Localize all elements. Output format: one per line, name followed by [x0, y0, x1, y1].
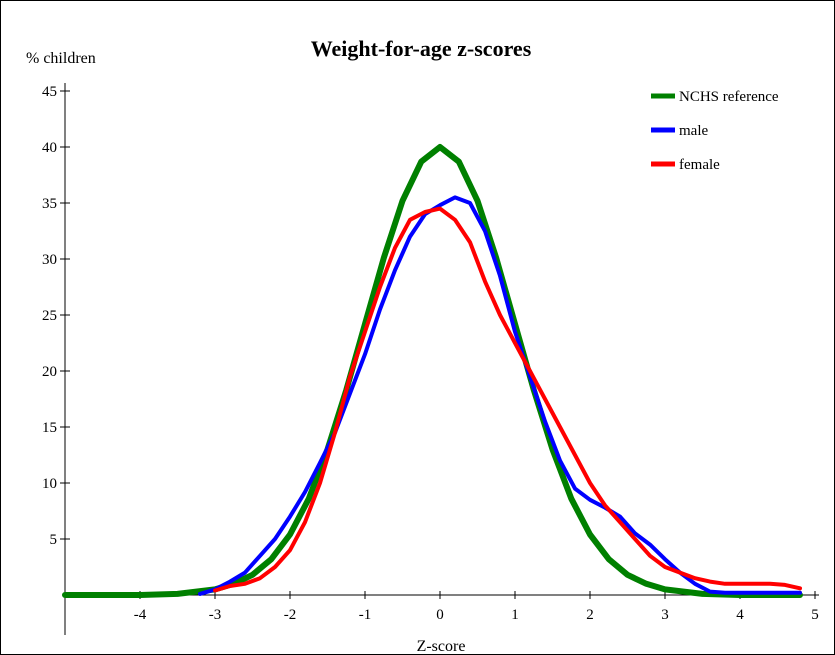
x-axis-title: Z-score: [417, 638, 466, 654]
series-line-male: [198, 195, 802, 596]
y-tick-label: 35: [42, 196, 57, 212]
legend-label: female: [679, 157, 720, 173]
x-tick-label: 4: [736, 607, 744, 623]
x-tick-label: 2: [586, 607, 594, 623]
x-tick-label: 1: [511, 607, 519, 623]
y-tick-label: 20: [42, 364, 57, 380]
series-line-nchs-reference: [62, 144, 803, 598]
y-tick-label: 15: [42, 420, 57, 436]
y-tick-label: 45: [42, 84, 57, 100]
x-tick-label: -3: [209, 607, 222, 623]
legend-label: NCHS reference: [679, 89, 779, 105]
y-axis-title: % children: [26, 50, 96, 67]
x-tick-label: -1: [359, 607, 372, 623]
x-tick-label: -2: [284, 607, 297, 623]
y-tick-label: 25: [42, 308, 57, 324]
series-lines: [62, 144, 803, 598]
chart-title: Weight-for-age z-scores: [311, 36, 532, 61]
y-tick-label: 30: [42, 252, 57, 268]
y-tick-label: 40: [42, 140, 57, 156]
x-tick-label: 0: [436, 607, 444, 623]
legend-label: male: [679, 123, 708, 139]
series-line-female: [213, 206, 802, 593]
legend: NCHS reference male female: [651, 89, 779, 173]
x-tick-label: 3: [661, 607, 669, 623]
y-tick-label: 5: [50, 532, 58, 548]
x-tick-label: 5: [811, 607, 819, 623]
y-tick-label: 10: [42, 476, 57, 492]
x-tick-label: -4: [134, 607, 147, 623]
